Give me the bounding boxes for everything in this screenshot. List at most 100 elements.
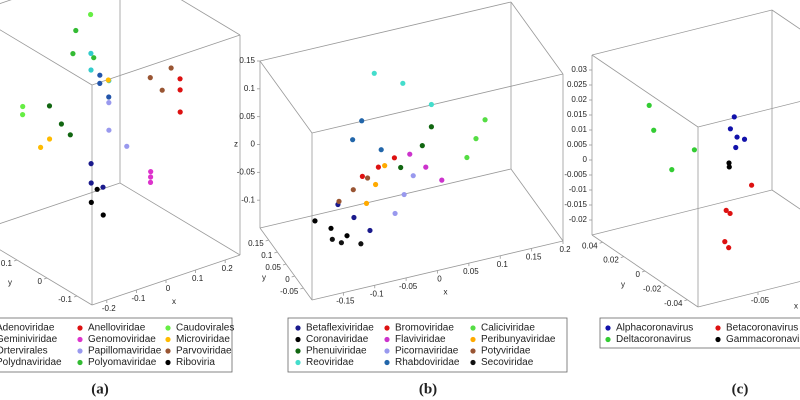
z-tick-label: 0	[583, 155, 588, 164]
y-tick	[274, 251, 278, 254]
legend-marker	[470, 359, 476, 366]
x-tick-label: 0.2	[222, 264, 234, 273]
box-edge	[259, 60, 313, 134]
legend-label: Anelloviridae	[88, 323, 146, 334]
legend-marker	[715, 336, 721, 343]
data-point	[392, 210, 398, 217]
legend-label: Bromoviridae	[395, 323, 454, 334]
z-tick-label: 0.03	[571, 65, 587, 74]
x-tick-label: 0.2	[559, 245, 571, 254]
box-edge	[697, 281, 800, 308]
legend-marker	[77, 336, 83, 343]
box-edge	[0, 182, 121, 224]
y-axis-label: y	[8, 278, 12, 287]
box-edge	[0, 249, 93, 306]
data-point	[375, 164, 381, 170]
data-point	[147, 179, 154, 185]
z-tick-label: 0.05	[239, 112, 255, 121]
y-tick-label: 0.04	[582, 241, 598, 250]
caption: (b)	[419, 381, 437, 397]
data-point	[177, 76, 183, 82]
data-point	[97, 72, 103, 78]
data-point	[359, 118, 365, 124]
x-axis-label: x	[172, 297, 176, 306]
data-point	[482, 117, 488, 123]
data-point	[94, 186, 100, 192]
legend-label: Flaviviridae	[395, 334, 446, 345]
z-tick-label: 0.025	[567, 80, 588, 89]
data-point	[378, 147, 384, 153]
data-point	[100, 184, 106, 190]
legend-label: Caudovirales	[176, 323, 234, 334]
x-tick-label: 0.05	[463, 267, 479, 276]
legend-marker	[77, 359, 83, 366]
data-point	[147, 75, 153, 81]
data-point	[419, 143, 425, 149]
y-tick	[73, 295, 78, 298]
x-tick-label: 0.1	[192, 274, 204, 283]
box-edge	[510, 1, 564, 75]
x-tick-label: -0.15	[336, 297, 355, 306]
data-point	[400, 80, 406, 86]
legend-label: Deltacoronavirus	[616, 334, 691, 345]
data-point	[88, 11, 94, 18]
data-point	[359, 173, 365, 179]
data-point	[733, 144, 739, 151]
data-point	[344, 233, 350, 239]
data-point	[726, 160, 732, 166]
box-edge	[0, 0, 12, 4]
y-tick-label: 0	[636, 270, 641, 279]
data-point	[46, 136, 53, 142]
data-point	[464, 154, 470, 161]
y-tick-label: -0.05	[280, 287, 299, 296]
data-point	[177, 109, 183, 115]
x-axis-label: x	[794, 302, 798, 311]
legend-marker	[165, 359, 171, 366]
legend-label: Microviridae	[176, 334, 230, 345]
box-edge	[91, 34, 241, 86]
data-point	[88, 199, 94, 205]
data-point	[473, 136, 479, 142]
data-point	[91, 55, 97, 61]
box-edge	[591, 189, 773, 236]
y-tick-label: 0.15	[248, 239, 264, 248]
x-tick-label: 0	[166, 284, 171, 293]
box-edge	[119, 182, 241, 256]
legend-marker	[384, 336, 390, 343]
data-point	[106, 100, 112, 106]
box-edge	[510, 168, 564, 242]
y-tick-label: 0.1	[1, 259, 13, 268]
box-edge	[697, 101, 800, 128]
x-tick-label: -0.1	[370, 289, 384, 298]
legend-label: Reoviridae	[306, 357, 354, 368]
legend-marker	[384, 325, 390, 331]
y-tick-label: 0.05	[265, 263, 281, 272]
legend-marker	[77, 325, 83, 331]
data-point	[177, 87, 183, 93]
legend-label: Parvoviridae	[176, 346, 232, 357]
legend-marker	[165, 336, 171, 343]
data-point	[329, 236, 335, 242]
z-tick-label: 0.005	[567, 140, 588, 149]
data-point	[741, 136, 748, 142]
data-point	[367, 227, 373, 234]
box-edge	[180, 0, 241, 36]
data-point	[398, 164, 404, 171]
data-point	[734, 134, 740, 140]
box-edge	[771, 9, 800, 30]
data-point	[97, 80, 103, 86]
legend-label: Adenoviridae	[0, 323, 55, 334]
data-point	[106, 94, 112, 100]
caption: (c)	[732, 381, 749, 397]
z-tick-label: -0.02	[569, 215, 588, 224]
y-tick	[265, 239, 269, 242]
z-axis-label: z	[234, 140, 238, 149]
legend-label: Genomoviridae	[88, 334, 156, 345]
data-point	[88, 161, 94, 167]
y-tick-label: 0.1	[261, 251, 273, 260]
x-tick-label: -0.1	[132, 294, 146, 303]
x-tick-label: 0	[437, 275, 442, 284]
y-tick-label: 0.02	[603, 256, 619, 265]
legend-marker	[715, 325, 721, 331]
legend-label: Coronaviridae	[306, 334, 369, 345]
